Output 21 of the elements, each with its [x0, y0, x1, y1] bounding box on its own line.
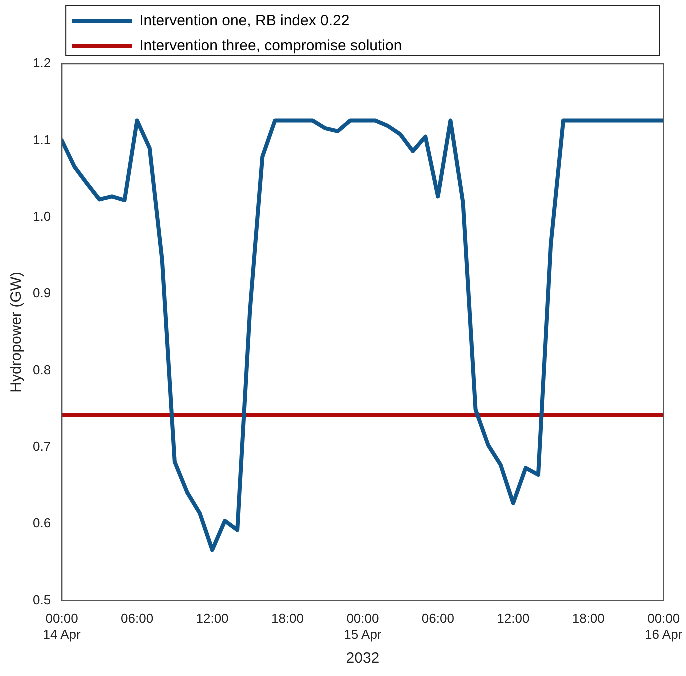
y-tick-label: 1.1: [32, 132, 52, 148]
y-tick-label: 0.5: [32, 592, 52, 608]
y-tick-label: 0.6: [32, 516, 52, 531]
x-tick-label: 06:00: [121, 611, 154, 626]
x-tick-label: 18:00: [271, 611, 304, 626]
x-tick-label: 12:00: [497, 611, 530, 626]
x-tick-label: 12:00: [196, 611, 229, 626]
y-tick-label: 1.2: [32, 56, 52, 71]
y-axis-title: Hydropower (GW): [8, 272, 26, 393]
x-tick-label: 00:00 16 Apr: [645, 611, 684, 642]
y-tick-label: 1.0: [32, 208, 52, 224]
x-tick-label: 00:00 15 Apr: [344, 611, 382, 642]
y-tick-label: 0.7: [32, 439, 52, 454]
x-tick-label: 18:00: [572, 611, 605, 626]
x-tick-label: 00:00 14 Apr: [43, 611, 82, 642]
x-tick-label: 06:00: [422, 611, 454, 626]
legend-label: Intervention one, RB index 0.22: [140, 12, 350, 30]
y-tick-label: 0.9: [32, 286, 52, 301]
legend-label: Intervention three, compromise solution: [140, 38, 402, 55]
y-tick-label: 0.8: [32, 362, 52, 378]
x-axis-title: 2032: [346, 650, 380, 668]
